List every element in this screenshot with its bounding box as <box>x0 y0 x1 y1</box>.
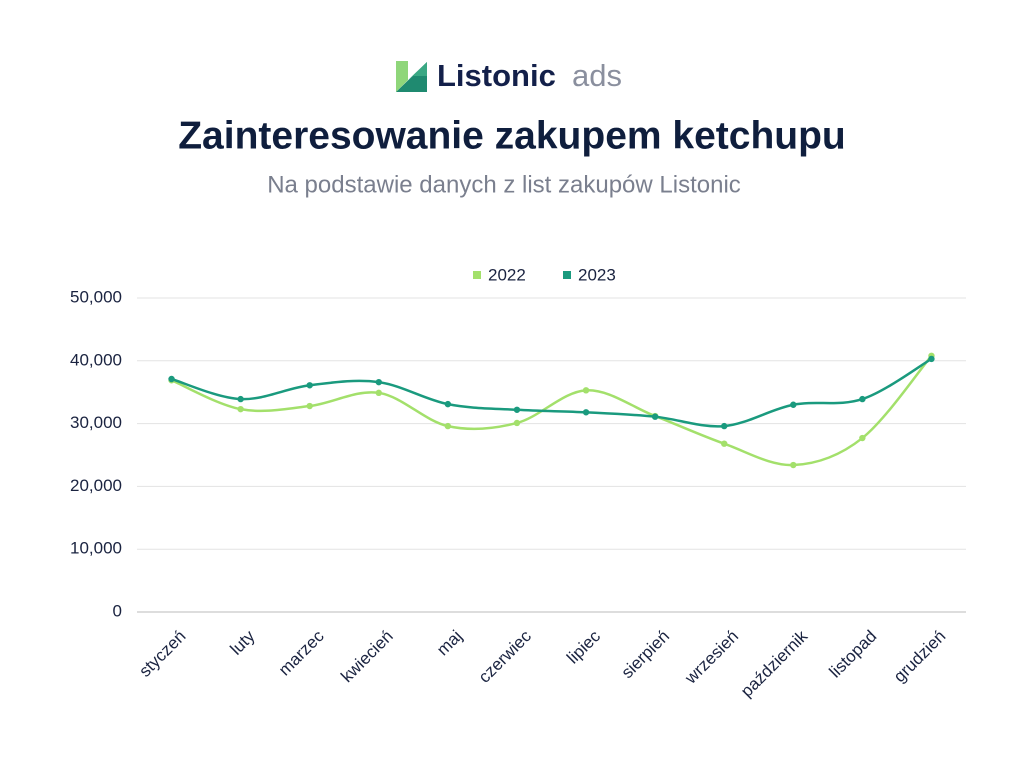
data-point <box>928 355 935 363</box>
data-point <box>582 387 590 394</box>
y-tick-label: 50,000 <box>70 287 122 306</box>
data-point <box>375 389 382 397</box>
x-tick-label: marzec <box>275 626 328 679</box>
x-tick-label: grudzień <box>890 627 950 687</box>
data-point <box>859 434 866 442</box>
data-point <box>513 406 521 413</box>
x-tick-label: kwiecień <box>337 627 397 687</box>
data-point <box>444 422 452 430</box>
logo-icon <box>396 61 427 92</box>
y-tick-label: 40,000 <box>70 350 122 369</box>
legend-label: 2022 <box>488 265 526 284</box>
legend-label: 2023 <box>578 265 616 284</box>
x-tick-label: styczeń <box>135 627 189 681</box>
data-point <box>582 409 590 416</box>
x-tick-label: maj <box>433 627 466 660</box>
data-point <box>168 375 175 383</box>
y-tick-label: 10,000 <box>70 539 122 558</box>
logo-brand: Listonic <box>437 58 556 93</box>
data-point <box>375 378 382 386</box>
y-tick-label: 30,000 <box>70 413 122 432</box>
x-tick-label: luty <box>226 626 258 658</box>
y-tick-label: 20,000 <box>70 476 122 495</box>
data-point <box>721 440 728 447</box>
series-line <box>171 357 933 428</box>
data-point <box>651 413 659 420</box>
chart-subtitle: Na podstawie danych z list zakupów Listo… <box>267 171 741 198</box>
data-point <box>444 400 452 408</box>
logo-product: ads <box>572 58 622 93</box>
x-tick-label: wrzesień <box>681 627 743 689</box>
data-point <box>237 405 244 413</box>
x-tick-label: listopad <box>825 627 880 682</box>
x-tick-label: październik <box>737 626 812 701</box>
data-point <box>306 382 313 389</box>
data-point <box>237 395 244 403</box>
data-point <box>790 401 797 408</box>
legend-swatch <box>563 271 571 279</box>
legend-swatch <box>473 271 481 279</box>
data-point <box>859 395 866 403</box>
y-tick-label: 0 <box>113 601 122 620</box>
x-tick-label: lipiec <box>563 626 604 667</box>
data-point <box>721 422 728 430</box>
chart-title: Zainteresowanie zakupem ketchupu <box>178 114 846 157</box>
data-point <box>790 461 797 469</box>
data-point <box>513 419 521 427</box>
data-point <box>306 402 313 410</box>
x-tick-label: sierpień <box>618 627 674 683</box>
x-tick-label: czerwiec <box>475 626 536 687</box>
